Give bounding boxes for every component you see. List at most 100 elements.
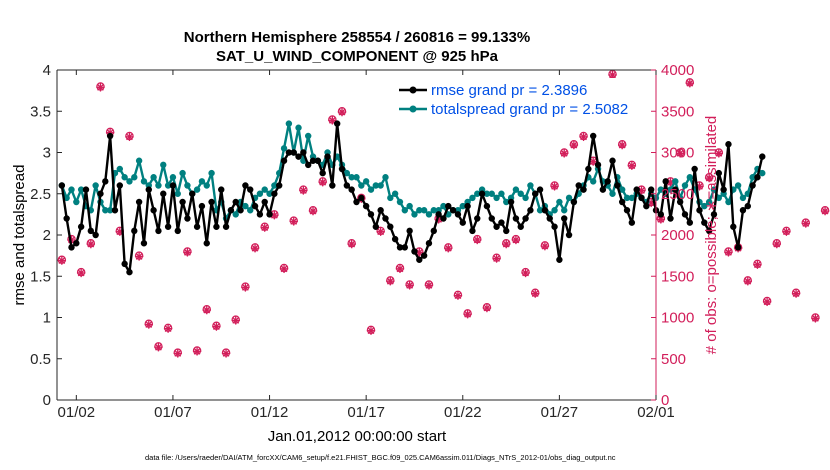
legend-spread-marker [409,105,417,113]
legend-rmse-marker [409,86,417,94]
rmse-point [63,215,70,222]
obs-assimilated-point [560,149,569,158]
obs-assimilated-point [579,132,588,142]
obs-assimilated-point [289,217,298,226]
obs-assimilated-point [231,316,240,325]
rmse-point [218,186,225,193]
totalspread-point [358,182,365,189]
obs-assimilated-point [811,314,820,323]
totalspread-point [73,198,80,206]
totalspread-point [551,207,558,214]
obs-assimilated-point [782,227,791,236]
rmse-point [633,186,640,193]
totalspread-point [430,207,437,214]
rmse-point [285,149,293,156]
obs-assimilated-point [212,322,221,331]
rmse-point [271,190,278,197]
obs-assimilated-point [685,79,695,88]
totalspread-point [295,124,302,131]
rmse-point [372,223,380,230]
rmse-point [160,190,167,197]
rmse-point [561,215,568,222]
rmse-point [754,174,761,181]
obs-assimilated-point [463,310,472,319]
totalspread-point [242,202,249,210]
rmse-point [445,202,452,210]
obs-assimilated-point [183,248,192,257]
obs-assimilated-point [617,140,627,150]
rmse-point [266,211,273,218]
rmse-point [227,207,235,214]
obs-assimilated-point [453,291,463,300]
totalspread-point [739,194,747,202]
totalspread-point [387,194,394,202]
rmse-point [546,215,553,222]
obs-assimilated-point [308,206,318,216]
rmse-point [493,223,500,230]
obs-assimilated-point [221,349,231,358]
legend-spread-label: totalspread grand pr = 2.5082 [431,101,628,118]
totalspread-point [483,190,491,197]
totalspread-point [150,174,157,181]
rmse-point [174,227,181,235]
rmse-point [430,227,437,235]
totalspread-point [512,186,520,193]
rmse-point [300,149,307,156]
rmse-point [121,260,128,268]
totalspread-point [705,198,713,206]
rmse-point [536,186,544,193]
x-tick-label: 01/07 [154,404,192,421]
totalspread-point [184,182,191,189]
axes-ticks-group: 01/02 01/07 01/12 01/17 01/22 01/27 02/0100.51… [30,62,694,421]
y-left-tick-label: 3.5 [30,103,51,120]
rmse-point [527,207,534,214]
rmse-point [179,198,186,206]
rmse-point [483,202,491,210]
rmse-point [97,190,104,197]
rmse-point [367,211,375,218]
rmse-point [203,240,210,247]
obs-assimilated-point [405,281,414,290]
rmse-point [691,165,698,173]
rmse-point [759,153,766,160]
rmse-point [570,198,578,206]
rmse-point [106,132,114,140]
x-tick-label: 02/01 [637,404,675,421]
totalspread-point [135,157,143,164]
totalspread-point [102,207,109,214]
obs-assimilated-point [550,182,559,191]
legend: rmse grand pr = 2.3896 totalspread grand… [396,78,628,118]
totalspread-point [174,190,181,197]
obs-assimilated-point [502,239,511,249]
rmse-point [382,215,389,222]
rmse-point [590,132,597,140]
obs-assimilated-point [753,260,762,269]
obs-assimilated-point [714,149,723,158]
rmse-point [169,182,177,189]
totalspread-point [256,190,264,197]
obs-assimilated-point [608,70,617,80]
totalspread-point [391,190,399,197]
totalspread-point [247,207,254,214]
rmse-point [623,207,631,214]
rmse-point [92,231,99,239]
rmse-point [744,202,751,210]
obs-assimilated-point [163,324,173,333]
rmse-point [391,235,399,243]
totalspread-point [440,202,447,210]
rmse-point [556,256,563,263]
rmse-point [276,182,283,189]
rmse-point [720,186,727,193]
rmse-point [116,182,123,189]
x-axis-label: Jan.01,2012 00:00:00 start [268,428,447,445]
obs-assimilated-point [96,83,105,92]
obs-assimilated-point [347,239,356,249]
totalspread-point [348,174,355,181]
y-right-tick-label: 500 [661,351,686,368]
rmse-point [734,244,742,251]
rmse-point [135,198,143,206]
y-left-tick-label: 2 [43,227,51,244]
rmse-point [102,178,109,185]
rmse-point [657,211,665,218]
